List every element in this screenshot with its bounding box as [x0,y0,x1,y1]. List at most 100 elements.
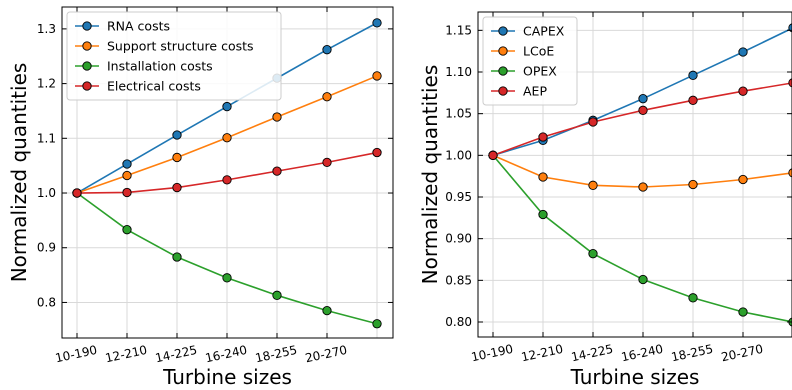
data-point-rna-costs [122,159,132,169]
x-tick-label: 18-255 [254,343,298,366]
grid-lines [478,12,792,337]
data-point-lcoe [688,179,698,190]
series-group [488,23,792,327]
legend-marker-opex [498,66,508,76]
x-tick-label: 14-225 [154,343,198,366]
data-point-support-structure-costs [272,112,282,122]
data-point-installation-costs [372,319,382,329]
data-point-lcoe [588,180,598,190]
data-point-support-structure-costs [122,170,132,181]
legend: CAPEX LCoE OPEX AEP [482,16,578,106]
data-point-installation-costs [172,252,182,262]
left-chart-panel: 0.8 0.9 1.0 1.1 1.2 1.3 10-190 12-210 14-225 16-2… [7,6,394,389]
legend-box [66,11,282,101]
data-point-electrical-costs [272,166,282,176]
y-tick-label: 1.2 [37,77,56,91]
data-point-electrical-costs [122,187,132,198]
data-point-opex [738,307,748,317]
data-point-lcoe [538,172,548,182]
data-point-electrical-costs [172,182,182,193]
y-tick-label: 0.95 [445,190,472,204]
legend-box [482,16,578,106]
x-axis-label: Turbine sizes [570,365,700,389]
x-tick-label: 16-240 [620,342,664,365]
data-point-installation-costs [222,273,232,283]
data-point-aep [738,86,748,96]
legend-marker-lcoe [498,46,508,56]
data-point-opex [688,293,698,303]
y-tick-label: 0.80 [445,315,472,329]
x-tick-label: 18-255 [670,342,714,365]
data-point-opex [588,249,598,259]
right-chart-panel: 0.80 0.85 0.90 0.95 1.00 1.05 1.10 1.15 10-190 12… [418,11,792,389]
data-point-aep [788,78,792,88]
legend-label-electrical-costs: Electrical costs [107,79,201,94]
y-tick-label: 1.05 [445,107,472,121]
data-point-installation-costs [272,290,282,300]
legend-label-opex: OPEX [523,64,557,79]
data-point-lcoe [638,182,648,192]
data-point-rna-costs [172,130,182,140]
y-tick-label: 0.9 [37,241,56,255]
y-tick-label: 1.3 [37,22,56,36]
series-group [72,18,382,329]
legend-marker-capex [498,26,508,36]
legend-label-installation-costs: Installation costs [107,59,213,74]
x-tick-label: 10-190 [54,343,98,366]
y-axis-label: Normalized quantities [7,63,31,283]
data-point-aep [588,117,598,127]
data-point-opex [638,274,648,285]
x-tick-label: 12-210 [520,342,564,365]
legend-label-support-structure-costs: Support structure costs [107,39,254,54]
legend-label-capex: CAPEX [523,24,565,39]
data-point-aep [538,132,548,142]
data-point-rna-costs [322,45,332,55]
y-axis-label: Normalized quantities [418,65,442,285]
data-point-lcoe [738,174,748,185]
legend-marker-electrical-costs [82,81,92,91]
data-point-lcoe [788,168,792,178]
data-point-rna-costs [372,18,382,28]
data-point-capex [688,70,698,80]
data-point-electrical-costs [72,188,82,198]
legend-label-aep: AEP [523,84,547,99]
plot-frame [477,11,792,338]
data-point-rna-costs [222,101,232,112]
x-tick-label: 20-270 [720,342,764,365]
data-point-aep [688,95,698,105]
data-point-aep [488,150,498,160]
data-point-capex [638,94,648,104]
legend-marker-aep [498,86,508,96]
y-tick-label: 0.85 [445,273,472,287]
y-tick-label: 1.0 [37,186,56,200]
legend-marker-installation-costs [82,61,92,71]
legend: RNA costs Support structure costs Installa… [66,11,282,101]
data-point-electrical-costs [222,175,232,185]
y-tick-label: 0.90 [445,232,472,246]
data-point-installation-costs [122,225,132,235]
x-tick-label: 12-210 [104,343,148,366]
data-point-support-structure-costs [172,152,182,163]
y-tick-label: 1.15 [445,23,472,37]
x-tick-label: 14-225 [570,342,614,365]
x-axis-label: Turbine sizes [162,365,292,389]
data-point-opex [538,209,548,220]
data-point-support-structure-costs [372,71,382,81]
legend-marker-rna-costs [82,21,92,31]
data-point-capex [738,47,748,57]
data-point-support-structure-costs [222,133,232,143]
data-point-electrical-costs [372,147,382,158]
legend-label-lcoe: LCoE [523,44,554,59]
data-point-electrical-costs [322,157,332,168]
legend-marker-support-structure-costs [82,41,92,51]
x-tick-label: 20-270 [304,343,348,366]
y-tick-label: 1.1 [37,131,56,145]
y-tick-label: 0.8 [37,295,56,309]
y-tick-label: 1.10 [445,65,472,79]
legend-label-rna-costs: RNA costs [107,19,170,34]
data-point-support-structure-costs [322,92,332,102]
x-tick-label: 10-190 [470,342,514,365]
data-point-installation-costs [322,305,332,316]
x-tick-label: 16-240 [204,343,248,366]
